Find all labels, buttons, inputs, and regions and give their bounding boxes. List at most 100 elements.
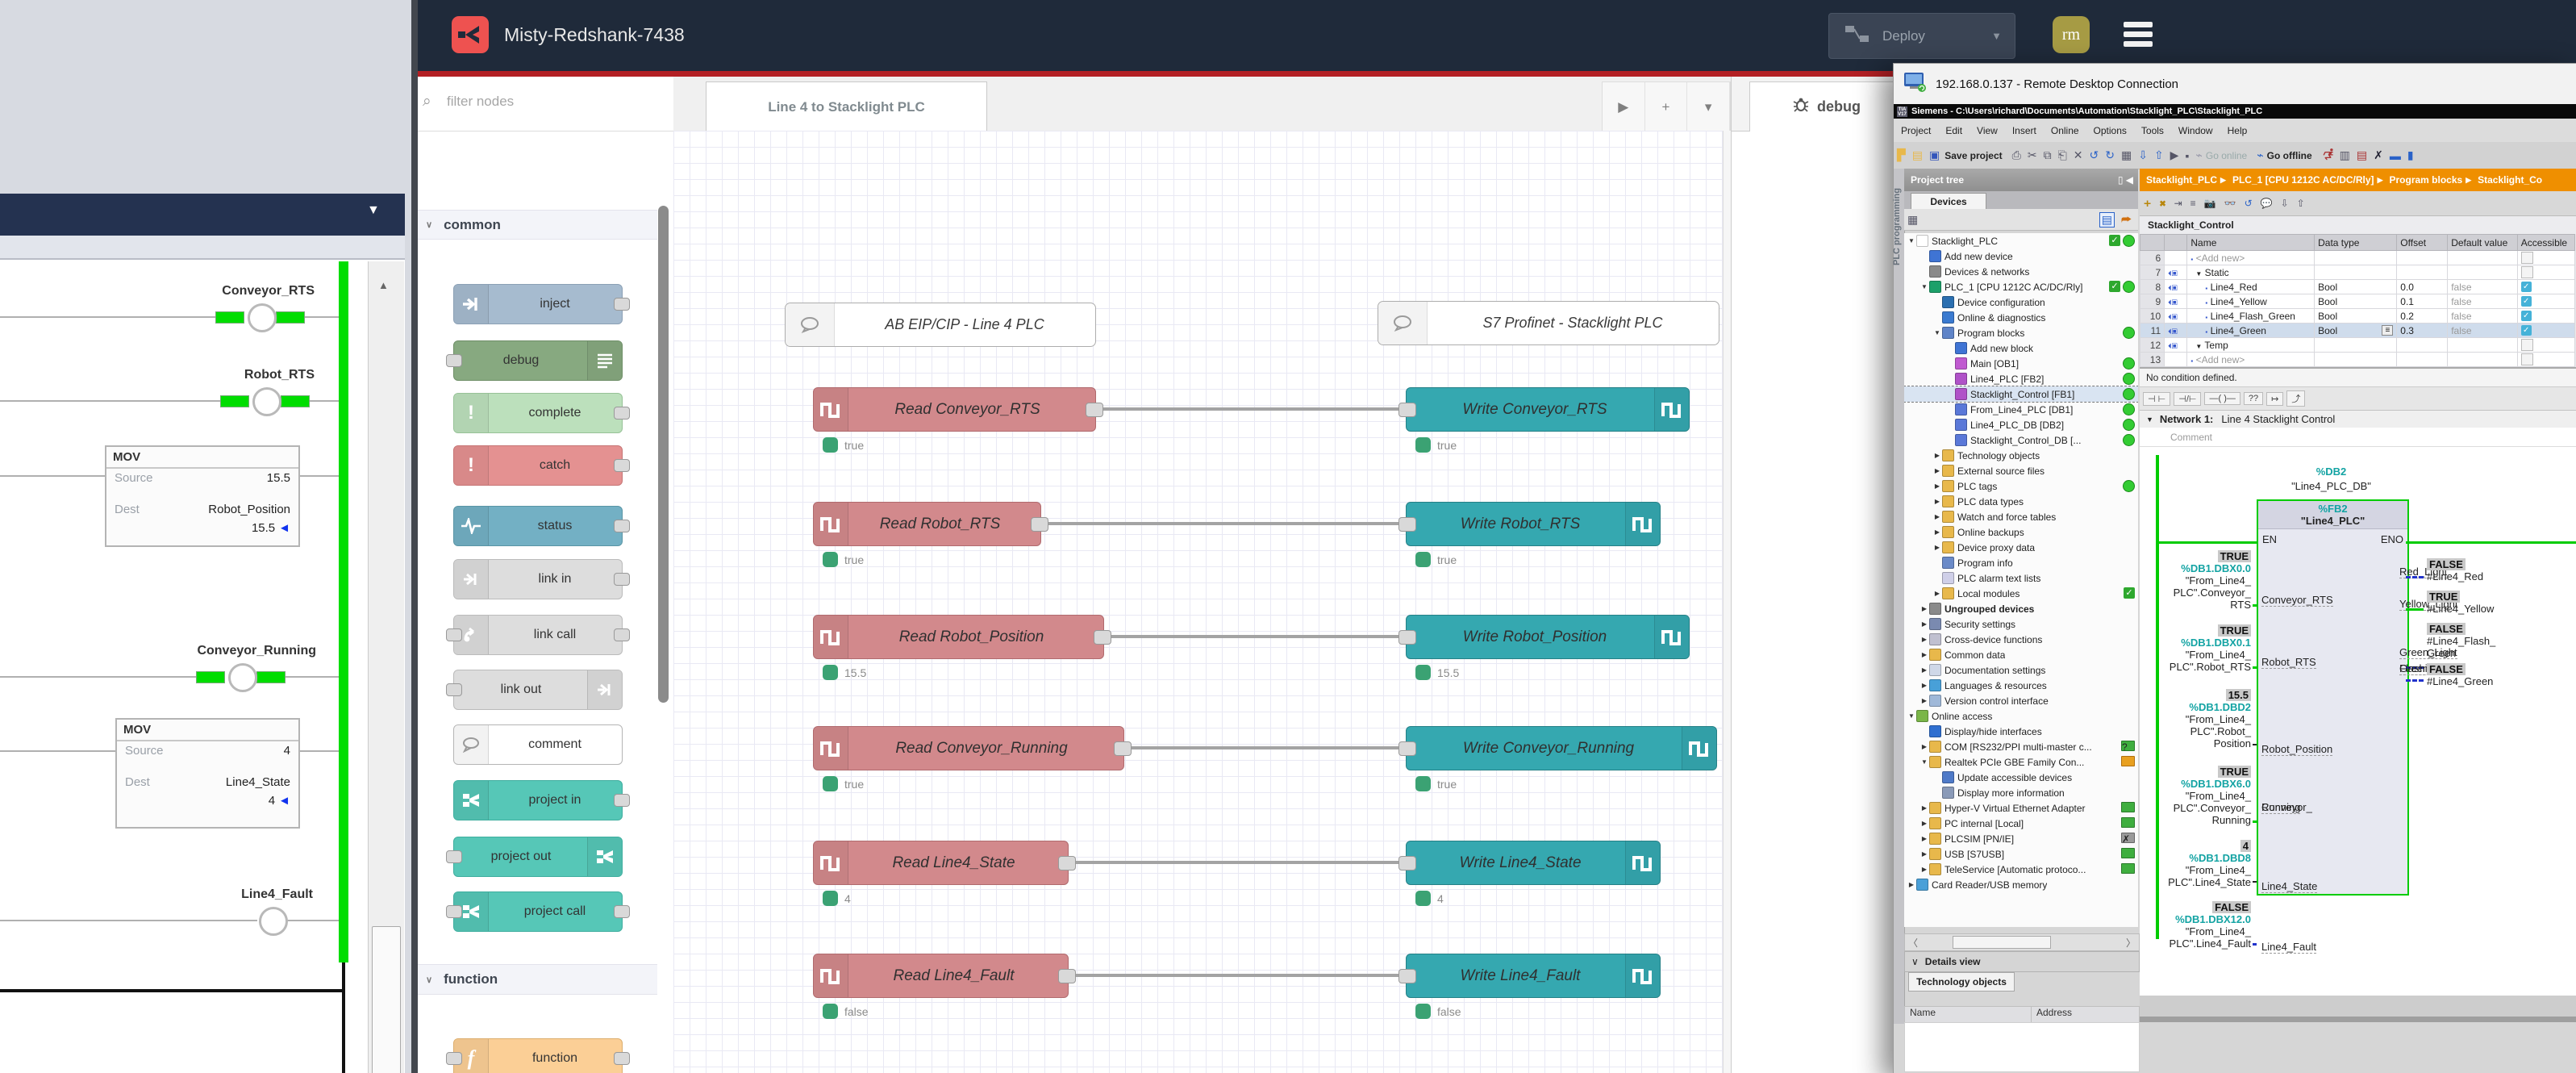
upload2-icon[interactable]: ⇧ xyxy=(2296,198,2305,209)
collapse-panel-icon[interactable]: ▯ ◀ xyxy=(2117,174,2133,186)
tree-item[interactable]: ▶ Security settings xyxy=(1904,616,2138,632)
tree-item[interactable]: ▶ Technology objects xyxy=(1904,448,2138,463)
tree-item[interactable]: ▶ Device proxy data xyxy=(1904,540,2138,555)
fbd-tool-4[interactable]: ↦ xyxy=(2266,391,2284,406)
menu-insert[interactable]: Insert xyxy=(2011,124,2036,136)
deploy-menu-caret-icon[interactable]: ▼ xyxy=(1991,30,2002,42)
snapshot-icon[interactable]: 📷 xyxy=(2203,198,2216,209)
undo-icon[interactable]: ↺ xyxy=(2089,148,2099,161)
tree-item[interactable]: Devices & networks xyxy=(1904,264,2138,279)
add-row-icon[interactable]: 🞥 xyxy=(2144,197,2152,209)
palette-node-comment[interactable]: comment xyxy=(453,724,623,765)
go-offline-label[interactable]: Go offline xyxy=(2266,149,2312,161)
tree-view-icon[interactable]: ▤ xyxy=(2099,211,2115,228)
flow-node-write[interactable]: Write Conveyor_RTS xyxy=(1398,387,1690,432)
coil-tag-label[interactable]: Conveyor_RTS xyxy=(222,284,315,298)
tab-line4-to-stacklight-plc[interactable]: Line 4 to Stacklight PLC xyxy=(706,81,987,132)
menu-tools[interactable]: Tools xyxy=(2140,124,2164,136)
menu-online[interactable]: Online xyxy=(2050,124,2079,136)
tree-twisty-icon[interactable]: ▶ xyxy=(1934,544,1940,551)
palette-node-catch[interactable]: ! catch xyxy=(453,445,630,486)
new-project-icon[interactable]: ▛ xyxy=(1897,148,1906,161)
fb-block[interactable]: %FB2 "Line4_PLC" EN ENO xyxy=(2257,499,2409,896)
canvas-scrollbar[interactable] xyxy=(1723,131,1732,1073)
tree-item[interactable]: Display/hide interfaces xyxy=(1904,724,2138,739)
input-port[interactable] xyxy=(1398,403,1416,417)
tree-item[interactable]: Online & diagnostics xyxy=(1904,310,2138,325)
tree-item[interactable]: Line4_PLC [FB2] xyxy=(1904,371,2138,386)
var-row-Static[interactable]: 7 ⏴▣ ▼ Static xyxy=(2140,265,2576,280)
monitor-all-icon[interactable]: 👓 xyxy=(2224,198,2236,209)
comment-node[interactable]: AB EIP/CIP - Line 4 PLC xyxy=(785,303,1096,347)
tree-item[interactable]: ▼ Online access xyxy=(1904,708,2138,724)
output-port[interactable] xyxy=(1114,741,1132,756)
tree-item[interactable]: ▶ Ungrouped devices xyxy=(1904,601,2138,616)
tree-item[interactable]: ▶ Cross-device functions xyxy=(1904,632,2138,647)
output-port[interactable] xyxy=(1094,630,1111,645)
output-coil[interactable] xyxy=(248,303,277,332)
comment-node[interactable]: S7 Profinet - Stacklight PLC xyxy=(1378,301,1719,345)
save-icon[interactable]: ▣ xyxy=(1929,148,1940,161)
tia-titlebar[interactable]: TIA V17 Siemens - C:\Users\richard\Docume… xyxy=(1894,104,2576,119)
network-comment[interactable]: Comment xyxy=(2140,428,2576,447)
delete-row-icon[interactable]: 🞮 xyxy=(2159,197,2166,209)
tree-twisty-icon[interactable]: ▶ xyxy=(1934,590,1940,597)
save-project-label[interactable]: Save project xyxy=(1945,149,2003,161)
delete-icon[interactable]: ✕ xyxy=(2073,148,2083,161)
ladder-window-titlebar[interactable] xyxy=(0,194,405,236)
reset-icon[interactable]: ↺ xyxy=(2244,198,2253,209)
menu-project[interactable]: Project xyxy=(1901,124,1932,136)
window-split-icon[interactable]: ▥ xyxy=(2339,148,2350,161)
tree-twisty-icon[interactable]: ▶ xyxy=(1934,482,1940,490)
tree-twisty-icon[interactable]: ▶ xyxy=(1921,804,1928,812)
fbd-tool-3[interactable]: ?? xyxy=(2243,392,2264,405)
insert-icon[interactable]: ⇥ xyxy=(2174,198,2182,209)
tree-twisty-icon[interactable]: ▶ xyxy=(1921,666,1928,674)
menu-options[interactable]: Options xyxy=(2093,124,2127,136)
rdp-titlebar[interactable]: 192.168.0.137 - Remote Desktop Connectio… xyxy=(1894,64,2576,105)
fbd-tool-5[interactable]: ⤴ xyxy=(2286,390,2306,407)
tree-item[interactable]: Line4_PLC_DB [DB2] xyxy=(1904,417,2138,432)
palette-section-common[interactable]: ∨ common xyxy=(411,210,657,240)
tree-item[interactable]: Add new device xyxy=(1904,248,2138,264)
var-row-Temp[interactable]: 12 ⏴▣ ▼ Temp xyxy=(2140,337,2576,353)
flow-node-write[interactable]: Write Line4_Fault xyxy=(1398,954,1661,998)
go-offline-icon[interactable]: ⌁ xyxy=(2257,148,2264,161)
start-cpu-icon[interactable]: ▶ xyxy=(2170,148,2179,161)
download-icon[interactable]: ⇩ xyxy=(2138,148,2148,161)
tree-twisty-icon[interactable]: ▼ xyxy=(1934,329,1940,336)
output-port[interactable] xyxy=(614,298,630,311)
input-port[interactable] xyxy=(446,905,462,918)
tree-twisty-icon[interactable]: ▶ xyxy=(1908,881,1915,888)
flow-canvas[interactable]: AB EIP/CIP - Line 4 PLC S7 Profinet - Sta… xyxy=(673,131,1723,1073)
keep-icon[interactable]: ≡ xyxy=(2190,198,2196,209)
input-port[interactable] xyxy=(1398,630,1416,645)
tree-item[interactable]: ▶ Online backups xyxy=(1904,524,2138,540)
tree-twisty-icon[interactable]: ▶ xyxy=(1921,605,1928,612)
network-header[interactable]: ▼ Network 1: Line 4 Stacklight Control xyxy=(2140,411,2576,428)
tree-hscrollbar[interactable]: 〈〉 xyxy=(1904,933,2140,951)
input-port[interactable] xyxy=(1398,969,1416,983)
input-port[interactable] xyxy=(446,683,462,696)
output-port[interactable] xyxy=(1031,517,1048,532)
tree-item[interactable]: Stacklight_Control [FB1] xyxy=(1904,386,2138,403)
add-flow-button[interactable]: + xyxy=(1645,82,1688,132)
cut-icon[interactable]: ✂ xyxy=(2027,148,2037,161)
output-port[interactable] xyxy=(1086,403,1103,417)
flow-node-read[interactable]: Read Robot_RTS xyxy=(813,502,1048,546)
accessible-checkbox[interactable]: ✓ xyxy=(2520,325,2532,336)
output-coil[interactable] xyxy=(252,387,281,416)
tree-twisty-icon[interactable]: ▶ xyxy=(1921,697,1928,704)
flow-node-write[interactable]: Write Robot_RTS xyxy=(1398,502,1661,546)
flow-node-read[interactable]: Read Robot_Position xyxy=(813,615,1111,659)
print-icon[interactable]: ⎙ xyxy=(2011,148,2021,161)
run-button[interactable]: ▶ xyxy=(1603,82,1645,132)
flow-node-read[interactable]: Read Conveyor_Running xyxy=(813,726,1132,770)
tree-twisty-icon[interactable]: ▶ xyxy=(1934,498,1940,505)
output-coil[interactable] xyxy=(259,907,288,936)
flow-node-write[interactable]: Write Line4_State xyxy=(1398,841,1661,885)
breadcrumb-segment[interactable]: Stacklight_Co xyxy=(2478,174,2543,186)
tree-item[interactable]: ▶ Documentation settings xyxy=(1904,662,2138,678)
tree-twisty-icon[interactable]: ▼ xyxy=(1921,758,1928,766)
copy-icon[interactable]: ⧉ xyxy=(2043,148,2052,161)
